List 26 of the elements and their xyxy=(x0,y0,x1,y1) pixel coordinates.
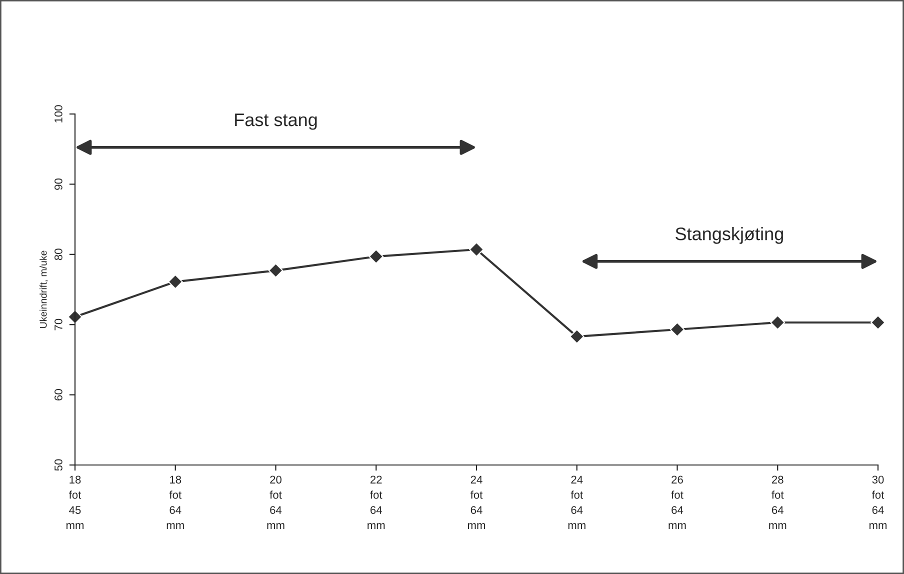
x-tick-label: 30 fot 64 mm xyxy=(869,476,887,530)
x-tick-label: 26 fot 64 mm xyxy=(668,476,686,530)
x-tick-label: 22 fot 64 mm xyxy=(368,476,385,530)
x-tick-label: 28 fot 64 mm xyxy=(769,476,786,530)
point xyxy=(268,263,284,278)
point xyxy=(770,315,786,330)
y-tick-label: 60 xyxy=(54,389,62,400)
point xyxy=(168,274,183,290)
x-tick-label: 18 fot 64 mm xyxy=(166,476,184,530)
y-tick-label: 50 xyxy=(54,459,62,471)
annotation: Stangskjøting xyxy=(676,227,783,244)
x-tick-label: 24 fot 64 mm xyxy=(568,476,586,530)
y-tick-label: 100 xyxy=(54,105,62,122)
y-axis-title: Ukeinndrift, m/uke xyxy=(40,250,48,328)
x-tick-label: 18 fot 45 mm xyxy=(66,476,84,530)
point xyxy=(469,242,484,257)
annotation: Fast stang xyxy=(235,114,317,130)
y-tick-label: 90 xyxy=(54,178,62,190)
point xyxy=(569,329,584,344)
x-tick-label: 20 fot 64 mm xyxy=(267,476,284,530)
point xyxy=(368,249,384,264)
y-tick-label: 70 xyxy=(54,318,62,330)
point xyxy=(870,315,886,330)
y-tick-label: 80 xyxy=(54,248,62,260)
point xyxy=(670,322,685,337)
x-tick-label: 24 fot 64 mm xyxy=(468,476,486,530)
